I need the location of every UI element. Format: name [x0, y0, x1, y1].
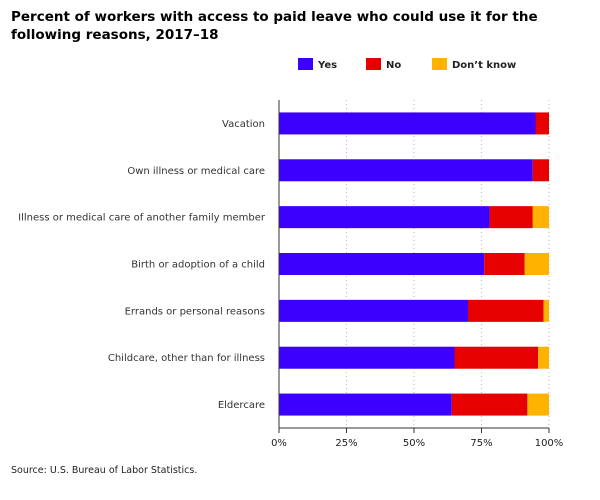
bar-segment — [532, 206, 549, 229]
bar-segment — [279, 112, 536, 135]
legend-swatch — [432, 58, 447, 70]
x-tick-label: 100% — [535, 438, 564, 449]
x-tick-label: 75% — [470, 438, 492, 449]
legend: Yes No Don’t know — [298, 58, 516, 71]
bar-segment — [451, 393, 528, 416]
bar-segment — [543, 299, 549, 322]
legend-label: No — [386, 60, 401, 71]
bar-segment — [279, 206, 490, 229]
bar-segment — [468, 299, 544, 322]
x-tick-label: 50% — [403, 438, 425, 449]
tick-labels: 0% 25% 50% 75% 100% — [271, 438, 563, 449]
axes — [278, 100, 550, 433]
bar-segment — [454, 346, 539, 369]
category-label: Eldercare — [218, 400, 265, 411]
bar-segment — [279, 159, 533, 182]
bar-segment — [279, 253, 485, 275]
x-tick-label: 0% — [271, 438, 287, 449]
bar-segment — [279, 346, 455, 369]
legend-label: Don’t know — [452, 60, 516, 71]
category-label: Vacation — [222, 119, 265, 130]
category-label: Own illness or medical care — [127, 166, 265, 177]
source-note: Source: U.S. Bureau of Labor Statistics. — [11, 465, 198, 476]
bar-segment — [535, 112, 549, 135]
bar-segment — [524, 253, 549, 275]
chart-title: Percent of workers with access to paid l… — [11, 9, 538, 43]
category-labels: Vacation Own illness or medical care Illne… — [18, 119, 266, 411]
legend-swatch — [298, 58, 313, 70]
legend-swatch — [366, 58, 381, 70]
bar-segment — [484, 253, 525, 275]
bar-segment — [532, 159, 549, 182]
category-label: Errands or personal reasons — [125, 306, 265, 317]
legend-label: Yes — [317, 60, 337, 71]
category-label: Birth or adoption of a child — [131, 260, 265, 271]
category-label: Illness or medical care of another famil… — [18, 213, 266, 224]
bar-segment — [279, 299, 468, 322]
x-tick-label: 25% — [335, 438, 357, 449]
bar-segment — [527, 393, 549, 416]
bar-segment — [279, 393, 452, 416]
bar-segment — [538, 346, 549, 369]
bar-segment — [489, 206, 533, 229]
category-label: Childcare, other than for illness — [108, 353, 265, 364]
bars — [279, 112, 549, 416]
